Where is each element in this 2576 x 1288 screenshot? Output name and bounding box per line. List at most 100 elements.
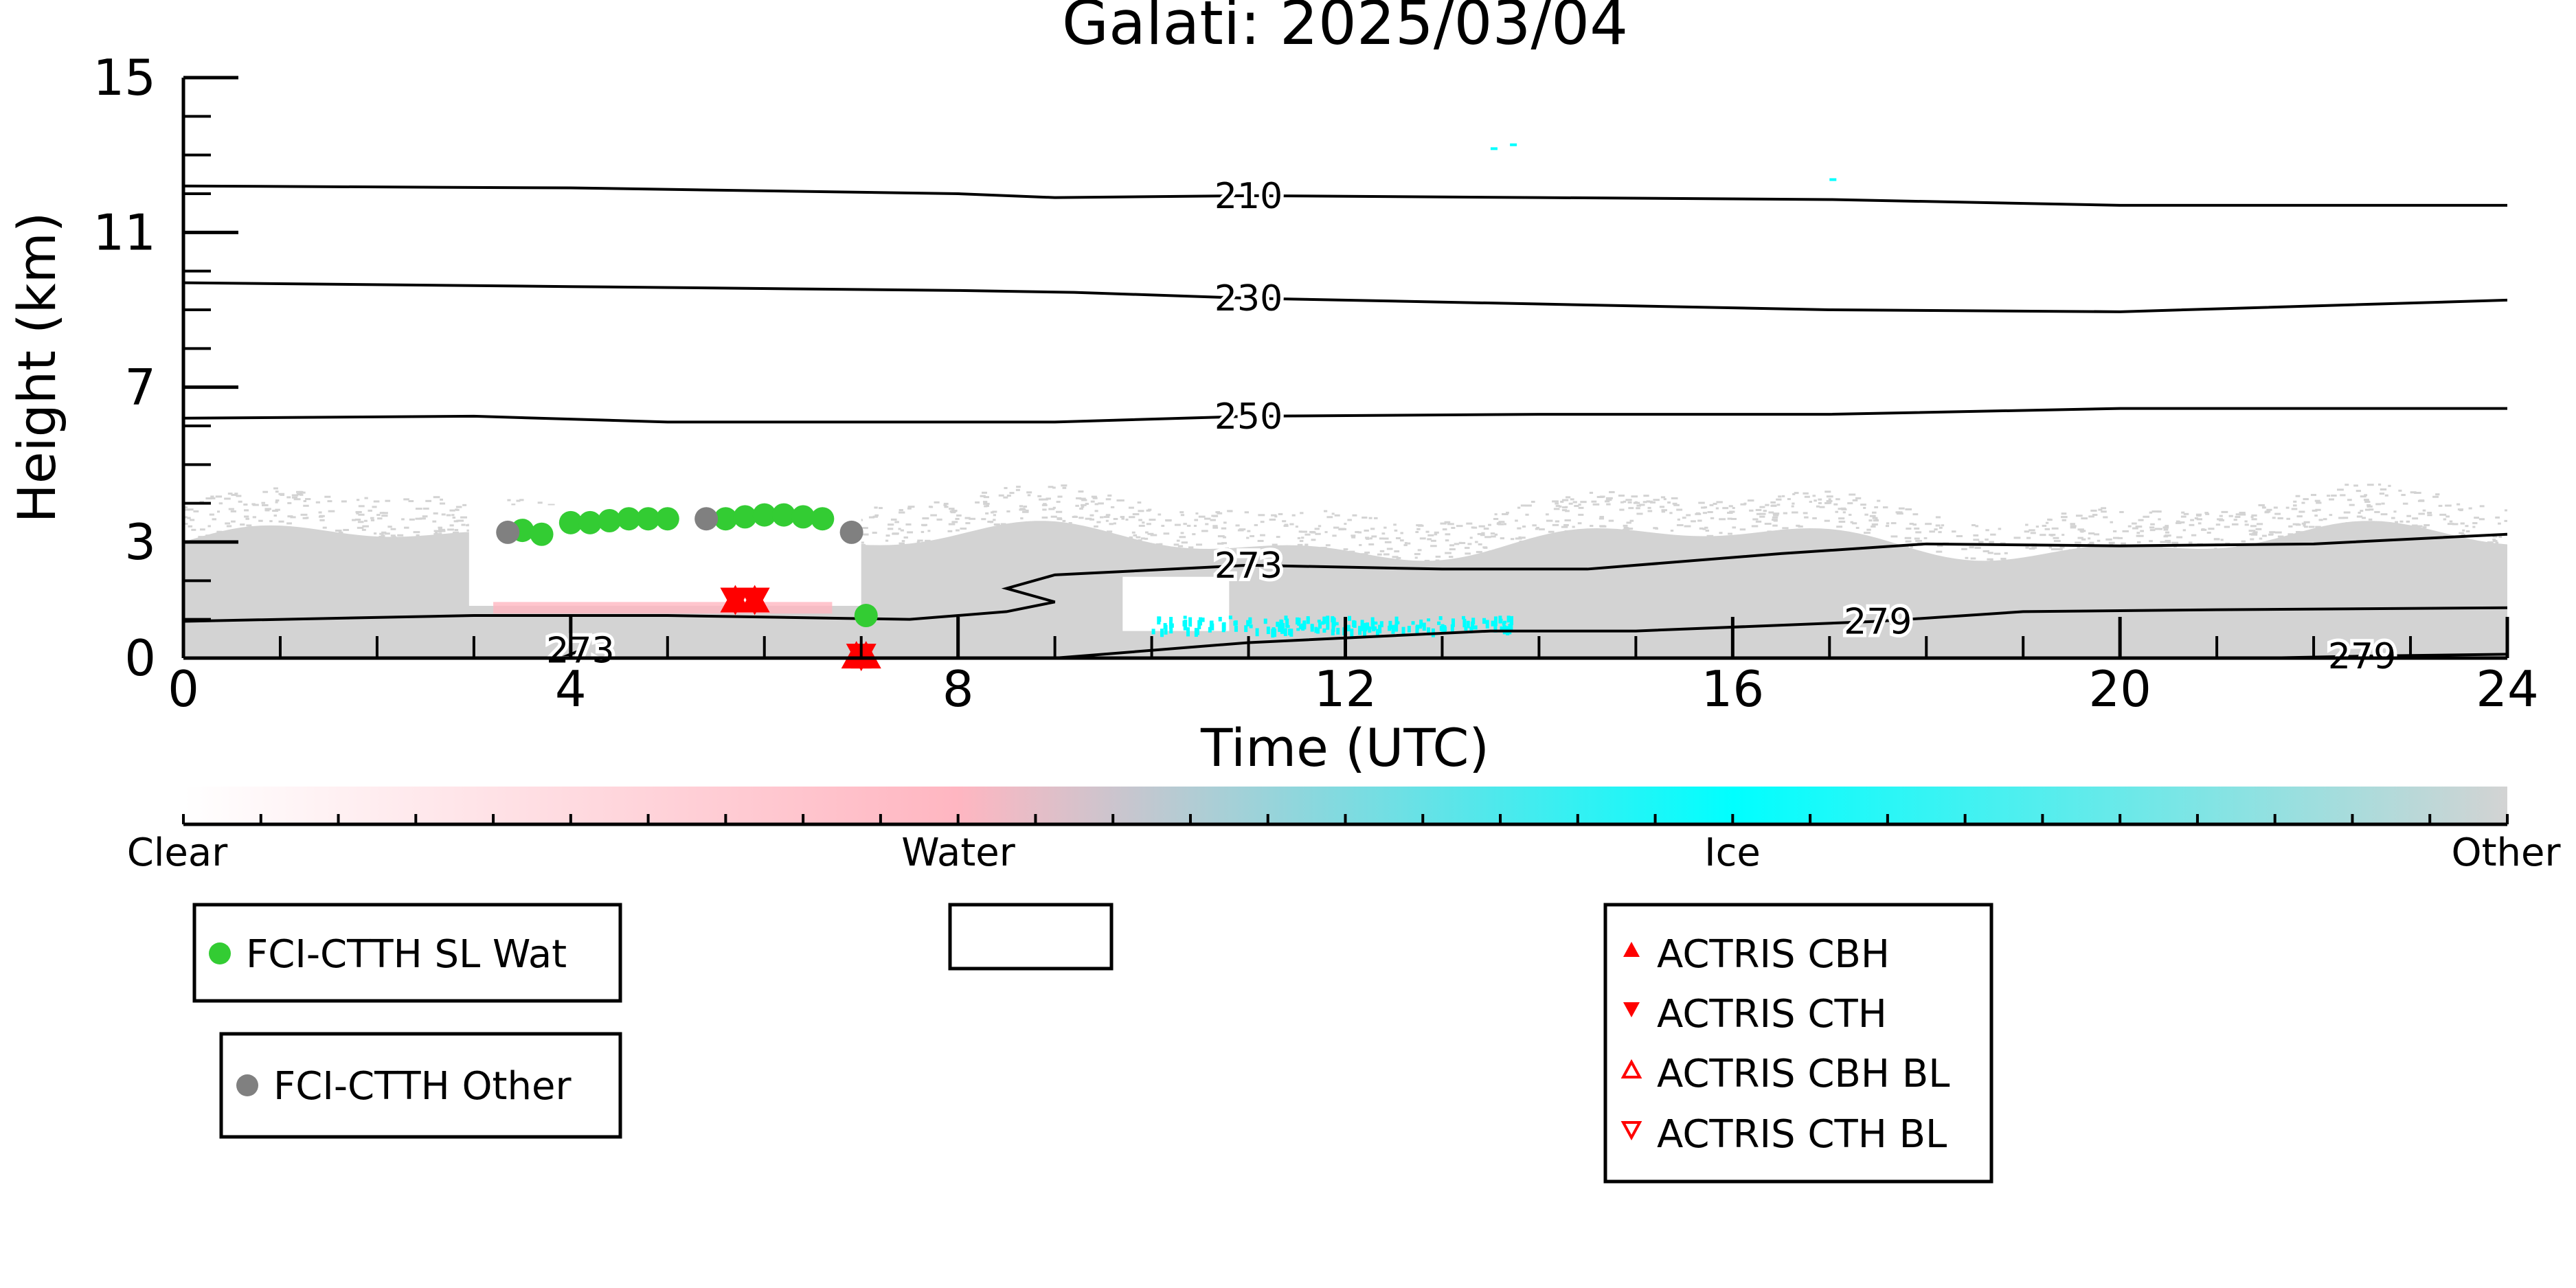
cloud-other-speck — [1909, 523, 1914, 526]
cloud-other-speck — [1006, 510, 1010, 512]
cloud-other-speck — [2030, 532, 2036, 534]
cloud-other-speck — [1618, 494, 1625, 497]
cloud-other-speck — [1384, 541, 1392, 543]
cloud-other-speck — [1046, 497, 1051, 500]
cloud-other-speck — [986, 504, 989, 507]
cloud-other-speck — [1300, 512, 1304, 515]
cloud-other-speck — [2274, 531, 2282, 534]
cloud-other-speck — [225, 522, 231, 525]
legend-box — [1603, 903, 1993, 1184]
cloud-other-speck — [2059, 546, 2065, 549]
cloud-other-speck — [357, 526, 364, 529]
cloud-other-speck — [1636, 512, 1643, 515]
cloud-other-speck — [1578, 513, 1584, 516]
cloud-other-speck — [460, 516, 468, 519]
cloud-other-speck — [1578, 504, 1581, 506]
cloud-other-speck — [1814, 499, 1817, 502]
data-point — [739, 587, 770, 615]
cloud-other-speck — [1057, 517, 1062, 519]
cloud-other-speck — [2163, 535, 2169, 538]
cloud-other-speck — [1803, 512, 1808, 515]
colorbar-label-water: Water — [901, 831, 1016, 875]
cloud-other-speck — [392, 536, 397, 539]
cloud-other-speck — [983, 502, 990, 505]
cloud-other-speck — [1864, 513, 1868, 516]
cloud-other-speck — [982, 501, 988, 504]
data-point — [558, 510, 583, 534]
cloud-other-speck — [2474, 517, 2479, 519]
cloud-other-speck — [1591, 500, 1597, 503]
cloud-other-speck — [1852, 499, 1858, 501]
cloud-other-speck — [2498, 522, 2501, 525]
cloud-other-speck — [2327, 495, 2331, 497]
cloud-other-speck — [272, 510, 279, 512]
cloud-other-speck — [1561, 526, 1568, 528]
cloud-other-speck — [2432, 495, 2439, 498]
cloud-other-speck — [1560, 500, 1564, 503]
cloud-other-speck — [899, 542, 905, 545]
cloud-other-speck — [1419, 537, 1426, 540]
cloud-other-speck — [1250, 535, 1255, 538]
cloud-other-speck — [948, 523, 956, 526]
cloud-other-speck — [2136, 532, 2140, 534]
cloud-other-speck — [914, 543, 917, 545]
cloud-other-speck — [1599, 525, 1607, 528]
cloud-other-speck — [1563, 523, 1569, 526]
cloud-other-speck — [1180, 514, 1185, 517]
cloud-ice-speck — [1249, 624, 1253, 629]
cloud-other-speck — [899, 509, 903, 512]
cloud-other-speck — [1369, 537, 1372, 540]
cloud-other-speck — [2197, 522, 2202, 525]
cloud-other-speck — [1269, 518, 1276, 521]
cloud-other-speck — [1646, 500, 1650, 503]
cloud-other-speck — [1201, 530, 1208, 532]
y-tick-label: 3 — [124, 513, 156, 571]
cloud-other-speck — [2183, 512, 2189, 515]
isotherm-label: 273 — [1214, 545, 1283, 587]
cloud-other-speck — [2296, 515, 2303, 518]
cloud-other-speck — [1386, 547, 1393, 550]
cloud-other-speck — [1440, 522, 1447, 525]
cloud-other-speck — [1482, 546, 1487, 549]
cloud-other-speck — [1258, 514, 1265, 517]
cloud-ice-speck — [1321, 621, 1325, 625]
cloud-other-speck — [2504, 519, 2507, 522]
cloud-other-speck — [1120, 516, 1125, 519]
data-point — [811, 507, 835, 531]
cloud-ice-speck — [1336, 627, 1340, 635]
cloud-other-speck — [2457, 508, 2464, 511]
x-tick-label: 8 — [942, 660, 974, 718]
cloud-other-speck — [372, 506, 377, 508]
cloud-other-speck — [2303, 521, 2310, 523]
cloud-other-speck — [1989, 541, 1994, 543]
cloud-other-speck — [1783, 512, 1788, 515]
cloud-other-speck — [228, 508, 234, 510]
cloud-other-speck — [1826, 495, 1833, 498]
cloud-other-speck — [947, 530, 953, 532]
cloud-other-speck — [1636, 504, 1641, 507]
cloud-other-speck — [1194, 519, 1199, 521]
cloud-other-speck — [1449, 548, 1456, 551]
legend-fci-ctth-sl-wat: FCI-CTTH SL Wat — [192, 903, 622, 1003]
cloud-other-speck — [1847, 502, 1853, 505]
cloud-other-speck — [1782, 527, 1789, 530]
cloud-other-speck — [920, 523, 927, 526]
cloud-other-speck — [2047, 518, 2051, 521]
cloud-other-speck — [227, 493, 233, 495]
cloud-other-speck — [2472, 526, 2476, 528]
cloud-other-speck — [1081, 506, 1085, 508]
cloud-other-speck — [1079, 507, 1083, 510]
cloud-other-speck — [1138, 519, 1142, 521]
cloud-other-speck — [1553, 508, 1560, 510]
cloud-other-speck — [1041, 516, 1048, 519]
cloud-other-speck — [2205, 512, 2210, 515]
cloud-other-speck — [1627, 501, 1632, 504]
cloud-other-speck — [1371, 535, 1377, 538]
cloud-other-speck — [1804, 495, 1810, 498]
cloud-other-speck — [324, 495, 331, 498]
cloud-other-speck — [358, 513, 365, 516]
cloud-other-speck — [1871, 526, 1876, 528]
cloud-other-speck — [1605, 497, 1613, 499]
cloud-other-speck — [1061, 484, 1067, 487]
cloud-ice-speck — [1322, 628, 1326, 633]
